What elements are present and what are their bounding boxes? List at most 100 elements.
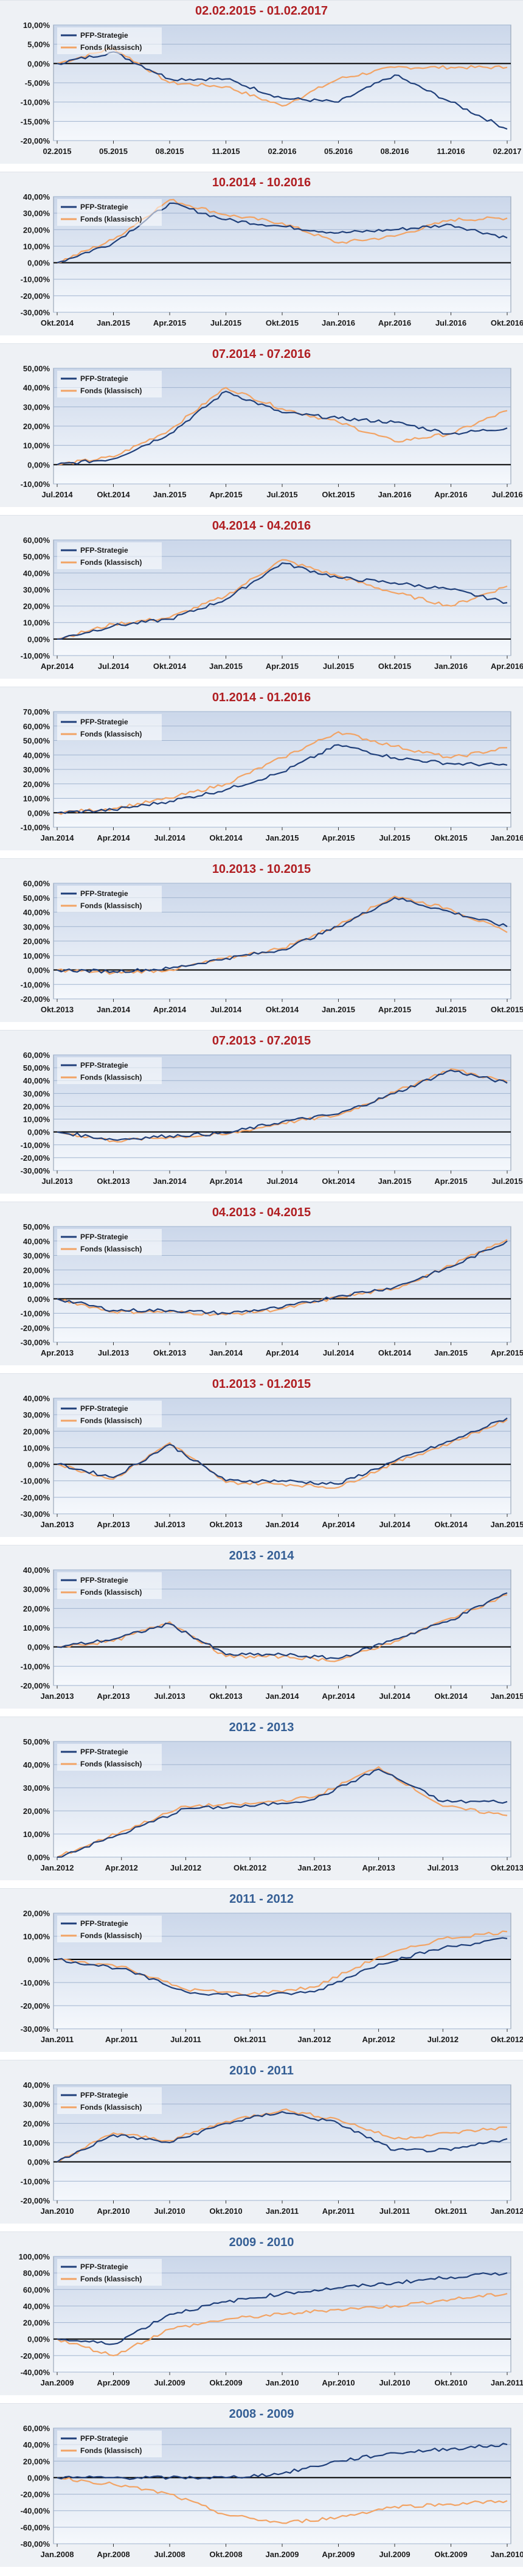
legend-label: Fonds (klassisch) (80, 43, 142, 52)
chart-panel: 01.2014 - 01.2016 70,00% 60,00% 50,00% 40,00… (0, 687, 523, 850)
y-tick-label: 20,00% (23, 1427, 50, 1436)
y-tick-label: 10,00% (23, 1115, 50, 1124)
legend: PFP-Strategie Fonds (klassisch) (57, 1057, 162, 1084)
y-tick-label: 40,00% (23, 193, 50, 201)
y-tick-label: -20,00% (21, 2490, 50, 2499)
legend-label: PFP-Strategie (80, 203, 128, 211)
x-tick-label: Jan.2011 (41, 2035, 74, 2044)
legend: PFP-Strategie Fonds (klassisch) (57, 886, 162, 912)
y-tick-label: 40,00% (23, 908, 50, 917)
x-tick-label: Okt.2010 (209, 2207, 242, 2216)
x-tick-label: 11.2015 (212, 147, 240, 156)
y-tick-label: 40,00% (23, 1237, 50, 1246)
x-tick-label: Okt.2009 (434, 2550, 467, 2559)
y-tick-label: 20,00% (23, 225, 50, 234)
y-tick-label: 10,00% (23, 1280, 50, 1289)
chart-title: 2010 - 2011 (229, 2064, 294, 2077)
line-chart: 50,00%40,00%30,00%20,00%10,00%0,00%Jan.2… (23, 1738, 523, 1872)
x-tick-label: Jan.2012 (491, 2207, 523, 2216)
x-tick-label: Jul.2015 (491, 1177, 522, 1186)
line-chart: 10,00% 5,00% 0,00% -5,00% -10,00% -15,00% -20,… (21, 21, 522, 156)
x-tick-label: Jan.2016 (491, 833, 523, 842)
x-tick-label: Jul.2016 (435, 318, 466, 327)
y-tick-label: 10,00% (23, 242, 50, 251)
y-tick-label: 40,00% (23, 2081, 50, 2090)
legend-label: PFP-Strategie (80, 889, 128, 898)
chart-panel: 07.2013 - 07.2015 60,00% 50,00% 40,00% 30,00… (0, 1030, 523, 1194)
y-tick-label: 5,00% (27, 40, 50, 49)
legend-label: Fonds (klassisch) (80, 2275, 142, 2283)
y-tick-label: 40,00% (23, 569, 50, 578)
x-tick-label: Apr.2015 (378, 1005, 411, 1014)
x-tick-label: Jul.2009 (154, 2378, 185, 2387)
x-tick-label: Okt.2010 (434, 2378, 467, 2387)
y-tick-label: 50,00% (23, 1063, 50, 1073)
y-tick-label: 20,00% (23, 937, 50, 946)
y-tick-label: -10,00% (21, 2177, 50, 2186)
x-tick-label: Jan.2015 (209, 662, 243, 671)
chart-title: 01.2014 - 01.2016 (212, 691, 311, 704)
y-tick-label: -10,00% (21, 980, 50, 989)
y-tick-label: -20,00% (21, 2351, 50, 2361)
series-line (57, 2477, 508, 2524)
y-tick-label: 10,00% (23, 1443, 50, 1452)
x-tick-label: Jul.2014 (266, 1177, 298, 1186)
line-chart: 20,00%10,00%0,00%-10,00%-20,00%-30,00%Ja… (21, 1909, 523, 2044)
y-tick-label: 30,00% (23, 1783, 50, 1793)
y-tick-label: 0,00% (27, 1853, 50, 1862)
y-tick-label: 60,00% (23, 880, 50, 888)
y-tick-label: -20,00% (21, 1681, 50, 1690)
x-tick-label: Jul.2013 (41, 1177, 72, 1186)
x-tick-label: Apr.2009 (97, 2378, 130, 2387)
x-tick-label: Apr.2014 (153, 1005, 187, 1014)
y-tick-label: -10,00% (21, 275, 50, 284)
x-tick-label: Jan.2014 (266, 1692, 300, 1701)
y-tick-label: 20,00% (23, 1265, 50, 1275)
chart-title: 04.2013 - 04.2015 (212, 1206, 311, 1219)
series-line (57, 2443, 508, 2480)
legend-label: Fonds (klassisch) (80, 1245, 142, 1253)
series-line (57, 198, 508, 264)
y-tick-label: 10,00% (23, 951, 50, 961)
x-tick-label: Jul.2012 (170, 1863, 201, 1872)
y-tick-label: -5,00% (25, 79, 50, 88)
legend-label: Fonds (klassisch) (80, 1760, 142, 1768)
x-tick-label: Jan.2010 (41, 2207, 74, 2216)
y-tick-label: 20,00% (23, 780, 50, 789)
x-tick-label: Jul.2014 (210, 1005, 242, 1014)
x-tick-label: Jul.2015 (266, 490, 297, 499)
legend: PFP-Strategie Fonds (klassisch) (57, 2259, 162, 2286)
y-tick-label: -15,00% (21, 117, 50, 126)
x-tick-label: 02.2016 (268, 147, 297, 156)
x-tick-label: Jan.2013 (41, 1692, 74, 1701)
y-tick-label: -40,00% (21, 2368, 50, 2377)
chart-title: 2011 - 2012 (229, 1892, 294, 1906)
x-tick-label: Jan.2015 (491, 1692, 523, 1701)
legend-label: Fonds (klassisch) (80, 1931, 142, 1940)
y-tick-label: 40,00% (23, 1760, 50, 1769)
y-tick-label: 20,00% (23, 2319, 50, 2328)
x-tick-label: Apr.2014 (322, 1520, 355, 1529)
legend-label: PFP-Strategie (80, 546, 128, 555)
legend-label: Fonds (klassisch) (80, 558, 142, 567)
legend: PFP-Strategie Fonds (klassisch) (57, 27, 162, 54)
x-tick-label: Jul.2016 (491, 490, 522, 499)
x-tick-label: Apr.2008 (97, 2550, 130, 2559)
x-tick-label: 08.2015 (156, 147, 184, 156)
x-tick-label: Jan.2009 (266, 2550, 299, 2559)
line-chart: 60,00% 50,00% 40,00% 30,00% 20,00% 10,00% 0,00… (21, 536, 523, 671)
legend: PFP-Strategie Fonds (klassisch) (57, 1401, 162, 1427)
series-line (57, 895, 508, 975)
chart-title: 02.02.2015 - 01.02.2017 (195, 4, 328, 18)
chart-panel: 10.2014 - 10.2016 40,00% 30,00% 20,00% 10,00… (0, 172, 523, 335)
legend-label: PFP-Strategie (80, 718, 128, 726)
chart-panel: 02.02.2015 - 01.02.2017 10,00% 5,00% 0,00% -… (0, 0, 523, 164)
y-tick-label: 70,00% (23, 708, 50, 716)
x-tick-label: Okt.2011 (234, 2035, 266, 2044)
legend-label: PFP-Strategie (80, 2263, 128, 2271)
legend: PFP-Strategie Fonds (klassisch) (57, 1229, 162, 1256)
y-tick-label: 0,00% (27, 635, 50, 644)
y-tick-label: -10,00% (21, 823, 50, 832)
y-tick-label: 80,00% (23, 2269, 50, 2278)
x-tick-label: Jan.2015 (378, 1177, 412, 1186)
